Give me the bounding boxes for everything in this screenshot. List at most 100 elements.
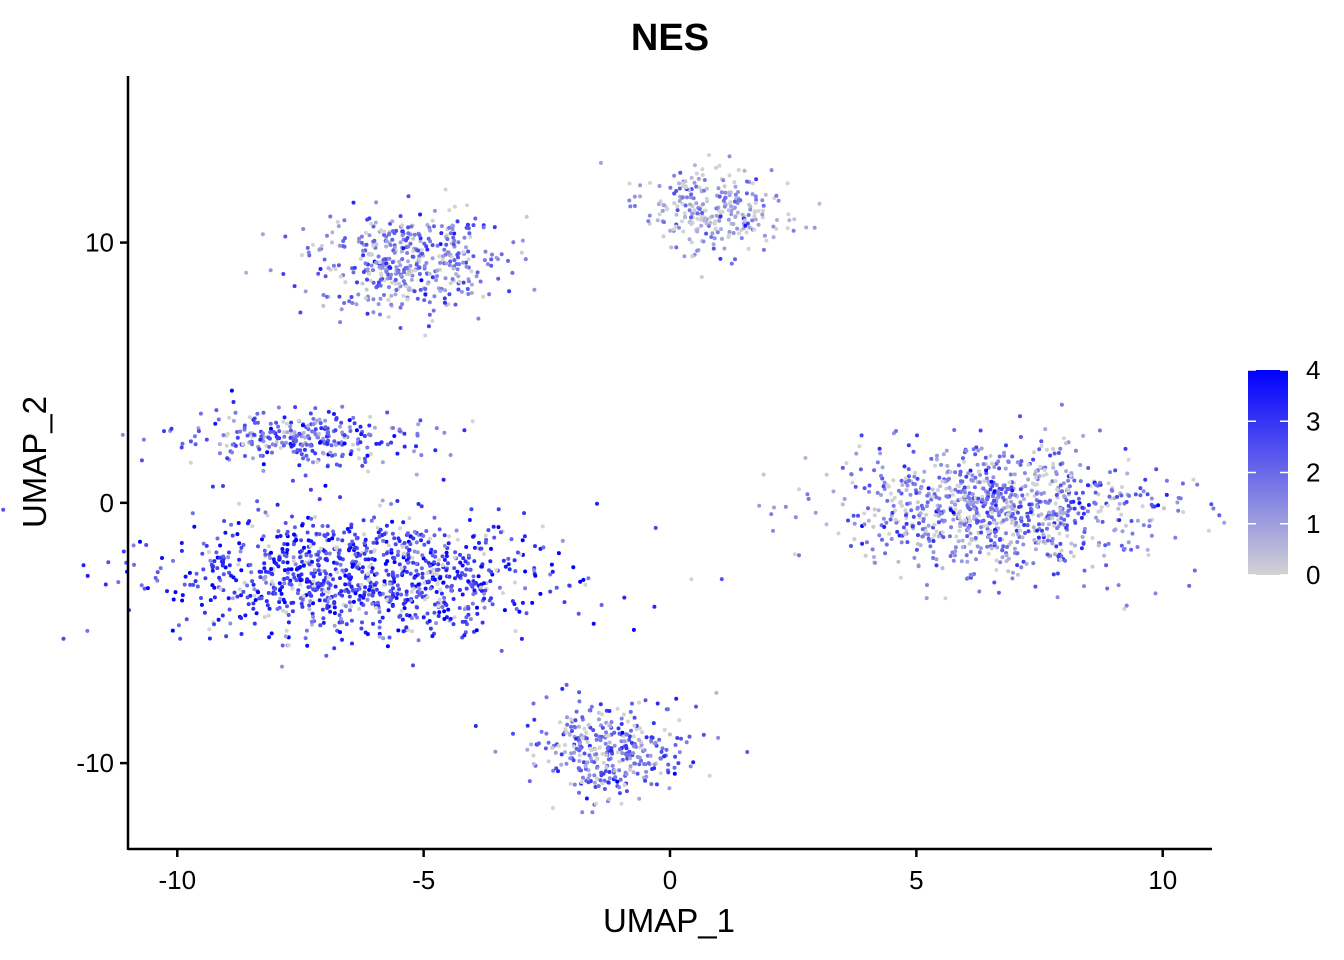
cell-point	[489, 546, 493, 551]
cell-point	[470, 601, 475, 606]
cell-point	[577, 790, 581, 795]
cell-point	[332, 605, 337, 610]
cell-point	[340, 244, 345, 248]
cell-point	[600, 781, 605, 786]
cell-point	[684, 185, 689, 190]
cell-point	[421, 556, 426, 561]
cell-point	[399, 273, 404, 278]
cell-point	[1112, 528, 1117, 533]
cell-point	[286, 567, 291, 572]
cell-point	[207, 636, 212, 641]
cell-point	[221, 572, 226, 577]
cell-point	[384, 234, 389, 239]
cell-point	[646, 761, 651, 766]
cell-point	[733, 184, 738, 189]
cell-point	[261, 439, 266, 444]
cell-point	[612, 768, 617, 773]
cell-point	[1041, 473, 1046, 478]
cell-point	[1073, 520, 1078, 525]
cell-point	[453, 550, 458, 555]
cell-point	[301, 227, 306, 231]
cell-point	[994, 483, 999, 487]
cell-point	[296, 588, 301, 593]
cell-point	[331, 529, 336, 534]
cell-point	[662, 220, 666, 225]
cell-point	[986, 551, 991, 556]
cell-point	[1018, 435, 1023, 439]
cell-point	[1072, 506, 1077, 511]
cell-point	[744, 230, 749, 235]
cell-point	[729, 212, 734, 217]
cell-point	[347, 572, 352, 577]
cell-point	[506, 258, 510, 263]
cell-point	[962, 493, 967, 498]
cell-point	[300, 443, 305, 448]
cell-point	[1062, 494, 1067, 499]
cell-point	[286, 643, 291, 648]
cell-point	[61, 636, 66, 641]
cell-point	[408, 598, 413, 603]
cell-point	[467, 518, 472, 522]
cell-point	[401, 246, 406, 251]
cell-point	[360, 569, 365, 574]
cell-point	[422, 264, 427, 268]
cell-point	[1164, 492, 1169, 497]
cell-point	[316, 550, 321, 554]
cell-point	[313, 406, 318, 411]
cell-point	[406, 244, 411, 249]
cell-point	[216, 617, 221, 622]
cell-point	[452, 555, 457, 560]
cell-point	[775, 218, 779, 222]
cell-point	[649, 782, 654, 787]
cell-point	[436, 614, 441, 618]
cell-point	[696, 176, 701, 181]
cell-point	[578, 579, 583, 584]
cell-point	[422, 580, 427, 585]
cell-point	[377, 619, 382, 624]
cell-point	[254, 611, 259, 616]
cell-point	[144, 543, 149, 547]
cell-point	[1107, 494, 1112, 499]
cell-point	[392, 576, 396, 581]
cell-point	[180, 598, 185, 603]
cell-point	[940, 530, 945, 535]
cell-point	[740, 212, 745, 217]
cell-point	[318, 556, 323, 561]
cell-point	[1130, 531, 1135, 536]
cell-point	[358, 256, 363, 261]
cell-point	[1122, 546, 1127, 551]
cell-point	[1051, 572, 1056, 577]
cell-point	[513, 569, 518, 574]
cell-point	[313, 451, 318, 456]
cell-point	[899, 540, 904, 545]
cell-point	[233, 443, 238, 448]
cell-point	[439, 231, 444, 236]
cell-point	[512, 580, 517, 585]
cell-point	[523, 586, 528, 591]
cell-point	[344, 604, 348, 609]
cell-point	[731, 222, 736, 226]
cell-point	[215, 566, 220, 571]
cell-point	[454, 272, 459, 277]
cell-point	[485, 262, 490, 267]
cell-point	[372, 548, 377, 553]
cell-point	[920, 534, 925, 539]
cell-point	[792, 552, 797, 557]
cell-point	[355, 565, 360, 570]
cell-point	[937, 496, 942, 501]
cell-point	[245, 583, 250, 588]
cell-point	[920, 506, 925, 511]
cell-point	[432, 294, 437, 299]
cell-point	[824, 522, 829, 527]
cell-point	[289, 567, 294, 572]
cell-point	[306, 585, 311, 590]
cell-point	[742, 168, 747, 173]
cell-point	[863, 553, 868, 558]
cell-point	[710, 231, 715, 236]
cell-point	[452, 566, 457, 571]
cell-point	[1138, 486, 1143, 491]
cell-point	[1010, 488, 1015, 493]
cell-point	[1004, 531, 1008, 536]
cell-point	[984, 468, 989, 473]
